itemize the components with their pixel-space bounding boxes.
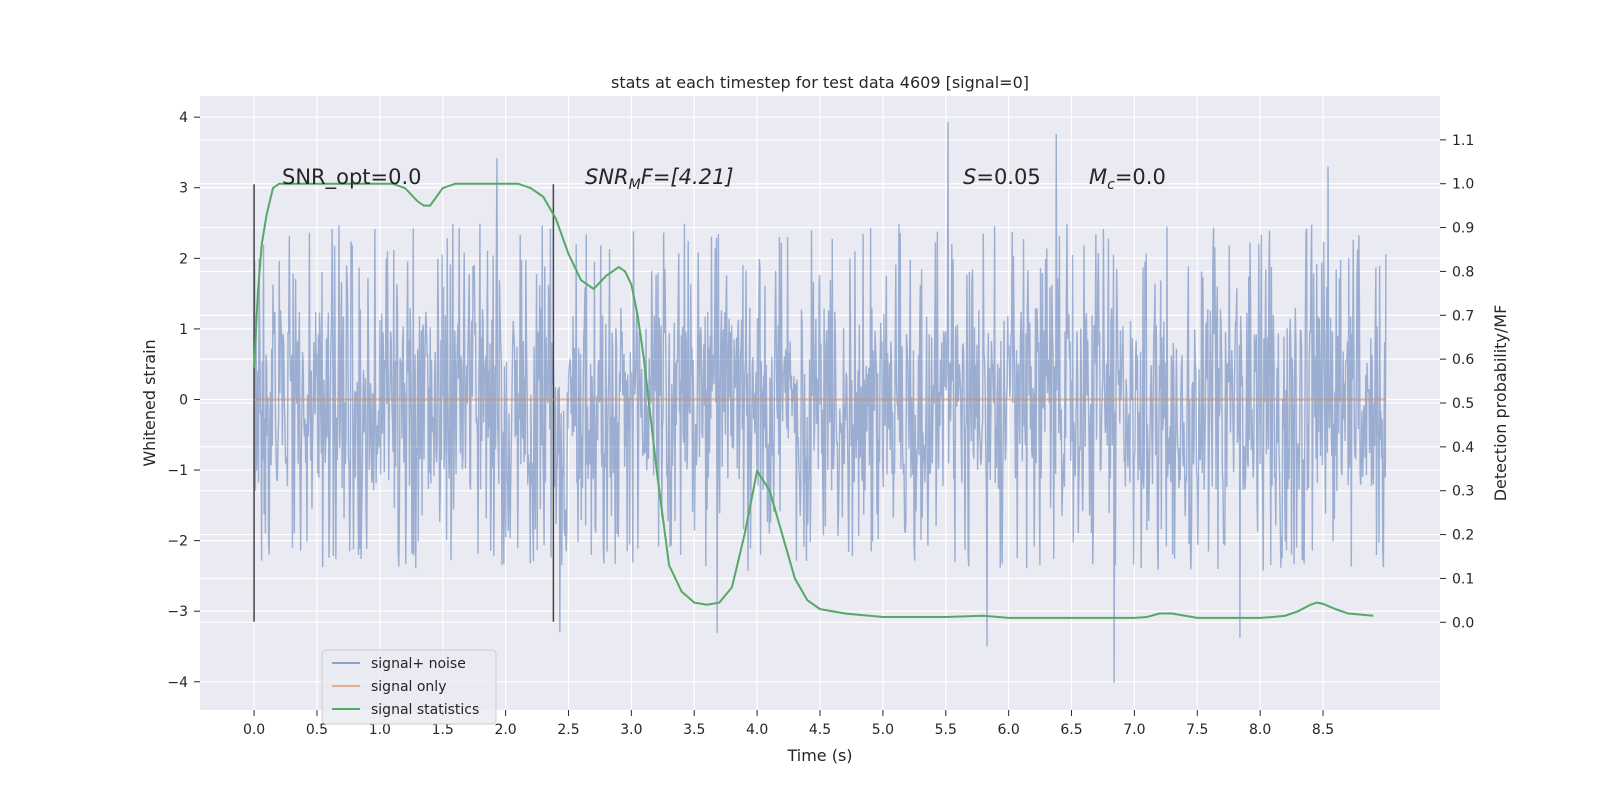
y-tick-label: 2 [179,251,188,267]
signal-statistics-series [253,182,1374,619]
y2-tick-label: 0.2 [1452,528,1474,544]
y2-tick-label: 1.0 [1452,177,1474,193]
x-tick-label: 1.5 [432,722,454,738]
y-axis-ticks: 4 3 2 1 0 −1 −2 −3 −4 [167,110,200,691]
legend-box [321,649,497,725]
annotation-snr-mf: SNRMF=[4.21] [585,165,734,193]
legend-label-signal: signal only [371,679,446,695]
y2-tick-label: 0.4 [1452,440,1474,456]
x-tick-label: 3.0 [620,722,642,738]
x-tick-label: 5.5 [935,722,957,738]
x-axis-label: Time (s) [786,746,852,765]
x-tick-label: 0.5 [306,722,328,738]
y-tick-label: 1 [179,322,188,338]
y2-tick-label: 0.0 [1452,615,1474,631]
x-tick-label: 5.0 [872,722,894,738]
annotation-mc-sub: c [1107,177,1115,193]
annotation-mc-main: M [1089,165,1107,189]
x-tick-label: 2.5 [557,722,579,738]
y2-tick-label: 0.1 [1452,571,1474,587]
x-tick-label: 7.0 [1123,722,1145,738]
annotation-s: S=0.05 [963,165,1041,189]
x-tick-label: 8.5 [1312,722,1334,738]
x-tick-label: 0.0 [243,722,265,738]
y2-tick-label: 0.3 [1452,484,1474,500]
signal-noise-series [253,122,1387,684]
y-axis-label: Whitened strain [140,339,159,466]
annotation-snr-opt: SNR_opt=0.0 [282,165,422,190]
y2-tick-label: 0.7 [1452,308,1474,324]
y2-tick-label: 0.5 [1452,396,1474,412]
x-tick-label: 4.5 [809,722,831,738]
y2-tick-label: 0.9 [1452,221,1474,237]
y2-tick-label: 0.8 [1452,264,1474,280]
annotation-s-rest: =0.05 [976,165,1040,189]
annotation-snr-mf-sub: M [629,177,641,193]
annotations: SNR_opt=0.0 SNRMF=[4.21] S=0.05 Mc=0.0 [282,165,1166,193]
chart-title: stats at each timestep for test data 460… [611,73,1029,92]
annotation-mc-rest: =0.0 [1115,165,1166,189]
y-tick-label: −2 [167,534,188,550]
x-tick-label: 6.5 [1060,722,1082,738]
y-tick-label: −4 [167,675,188,691]
legend-label-noise: signal+ noise [371,656,466,672]
y2-axis-label: Detection probability/MF [1491,305,1510,502]
annotation-snr-mf-rest: F=[4.21] [641,165,734,189]
y-tick-label: −1 [167,463,188,479]
y2-tick-label: 0.6 [1452,352,1474,368]
x-tick-label: 1.0 [369,722,391,738]
y-tick-label: −3 [167,604,188,620]
y-tick-label: 0 [179,392,188,408]
x-axis-ticks: 0.0 0.5 1.0 1.5 2.0 2.5 3.0 3.5 4.0 4.5 5.0 5.5 6.0 6… [243,710,1334,738]
x-tick-label: 8.0 [1249,722,1271,738]
marker-lines [253,184,555,622]
x-tick-label: 4.0 [746,722,768,738]
x-tick-label: 6.0 [998,722,1020,738]
x-tick-label: 2.0 [494,722,516,738]
annotation-mc: Mc=0.0 [1089,165,1166,193]
y-tick-label: 3 [179,181,188,197]
annotation-s-main: S [963,165,976,189]
legend: signal+ noise signal only signal statist… [321,649,497,725]
y-tick-label: 4 [179,110,188,126]
y2-tick-label: 1.1 [1452,133,1474,149]
x-tick-label: 3.5 [683,722,705,738]
annotation-snr-mf-main: SNR [585,165,629,189]
y2-axis-ticks: 1.1 1.0 0.9 0.8 0.7 0.6 0.5 0.4 0.3 0.2 0.1 0.0 [1440,133,1474,631]
legend-label-statistics: signal statistics [371,702,479,718]
x-tick-label: 7.5 [1186,722,1208,738]
